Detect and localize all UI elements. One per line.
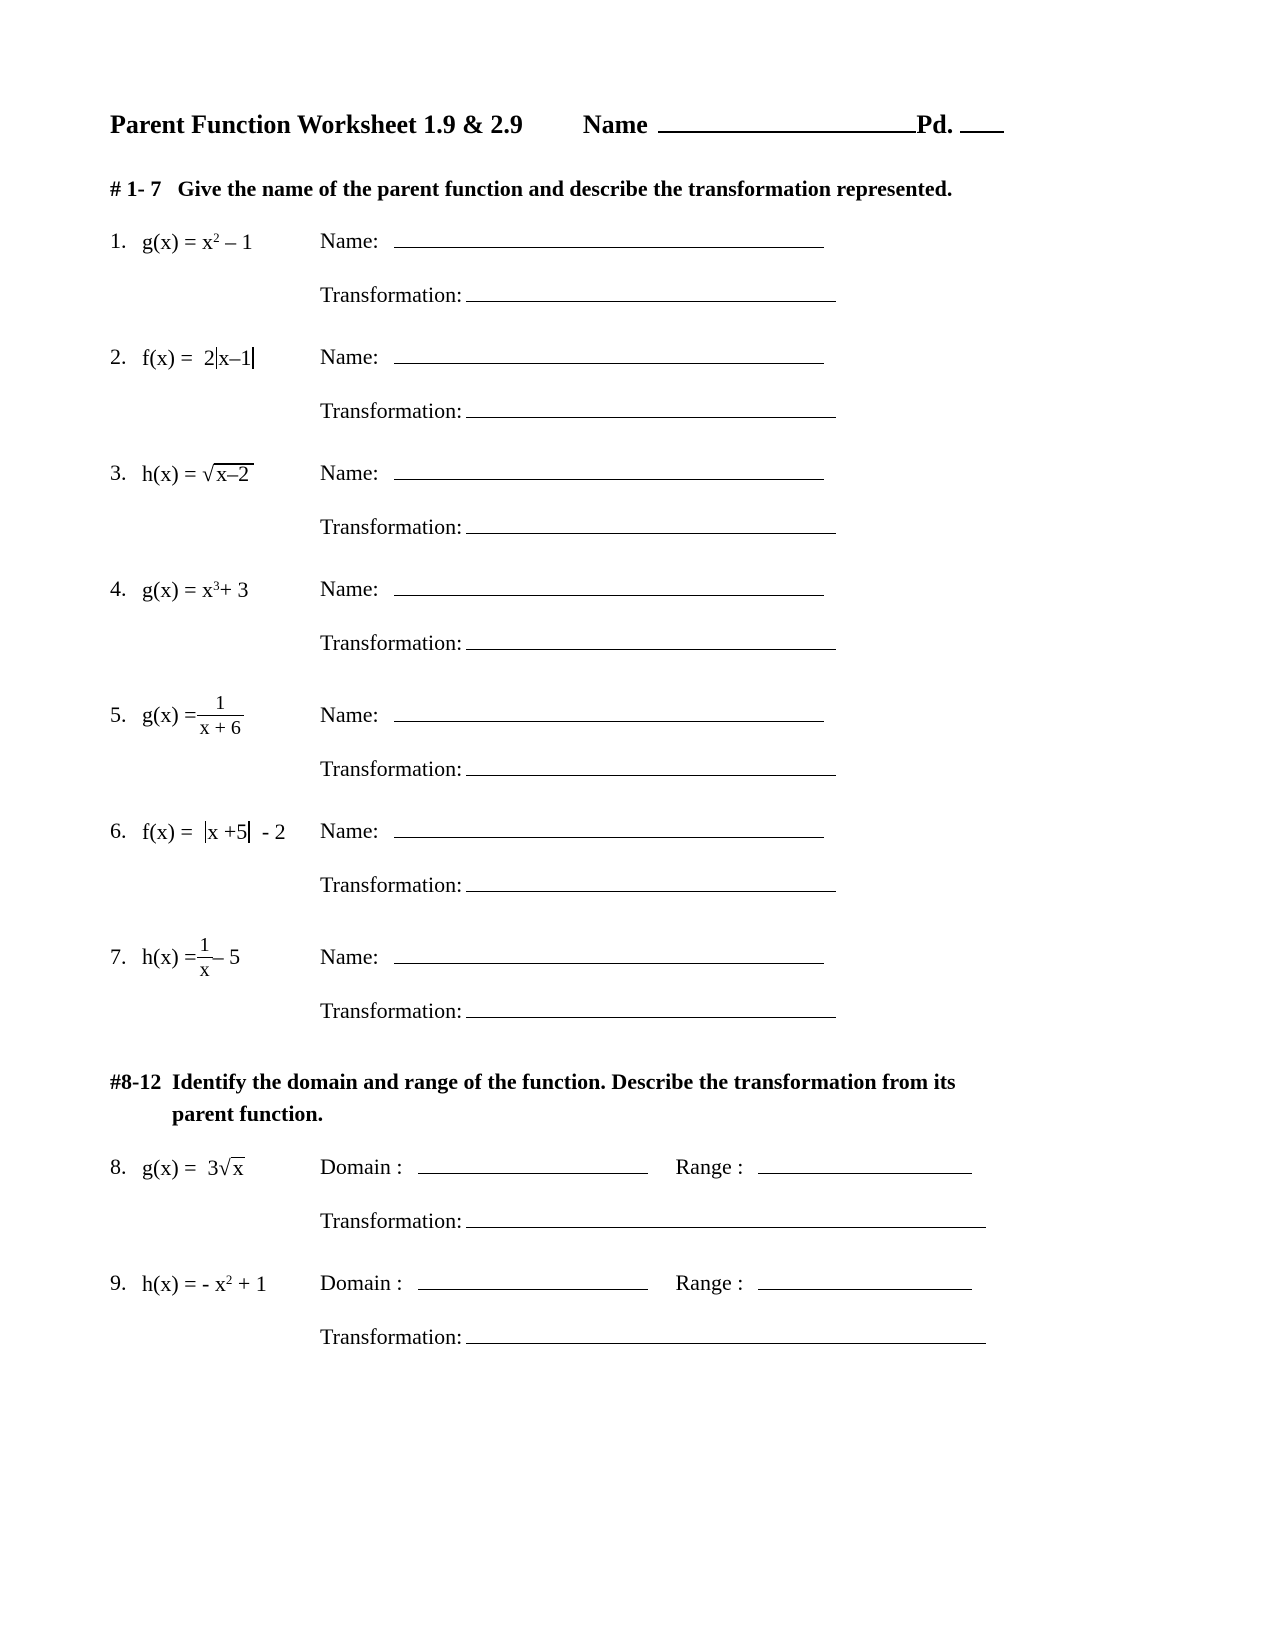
prob-num: 5. [110, 692, 142, 728]
section1-heading: # 1- 7 Give the name of the parent funct… [110, 176, 1165, 202]
prob-equation: h(x) = √x–2 [142, 460, 320, 489]
transformation-blank[interactable] [466, 632, 836, 650]
name-blank-field[interactable] [394, 462, 824, 480]
transformation-label: Transformation: [320, 282, 462, 308]
transformation-label: Transformation: [320, 756, 462, 782]
name-label: Name [583, 110, 648, 140]
domain-label: Domain : [320, 1270, 403, 1296]
problem-7: 7. h(x) = 1 x – 5 Name: Transformation: [110, 934, 1165, 1052]
problem-8: 8. g(x) = 3√x Domain : Range : Transform… [110, 1154, 1165, 1262]
pd-blank[interactable] [960, 111, 1004, 133]
transformation-blank[interactable] [466, 758, 836, 776]
worksheet-header: Parent Function Worksheet 1.9 & 2.9 Name… [110, 110, 1165, 140]
domain-blank[interactable] [418, 1156, 648, 1174]
name-label-field: Name: [320, 818, 379, 844]
name-label-field: Name: [320, 344, 379, 370]
pd-label: Pd. [916, 110, 953, 140]
name-label-field: Name: [320, 460, 379, 486]
name-blank-field[interactable] [394, 346, 824, 364]
prob-num: 2. [110, 344, 142, 370]
range-blank[interactable] [758, 1272, 972, 1290]
transformation-label: Transformation: [320, 630, 462, 656]
problem-4: 4. g(x) = x3+ 3 Name: Transformation: [110, 576, 1165, 684]
transformation-blank[interactable] [466, 1210, 986, 1228]
prob-equation: g(x) = x2 – 1 [142, 228, 320, 257]
prob-num: 1. [110, 228, 142, 254]
range-blank[interactable] [758, 1156, 972, 1174]
problem-9: 9. h(x) = - x2 + 1 Domain : Range : Tran… [110, 1270, 1165, 1378]
prob-equation: h(x) = - x2 + 1 [142, 1270, 320, 1299]
prob-equation: h(x) = 1 x – 5 [142, 934, 320, 981]
problem-6: 6. f(x) = x +5 - 2 Name: Transformation: [110, 818, 1165, 926]
name-label-field: Name: [320, 576, 379, 602]
prob-num: 4. [110, 576, 142, 602]
name-blank[interactable] [658, 111, 916, 133]
section1-instruction: Give the name of the parent function and… [178, 176, 953, 201]
transformation-blank[interactable] [466, 1000, 836, 1018]
prob-equation: g(x) = 1 x + 6 [142, 692, 320, 739]
section2-instruction-1: Identify the domain and range of the fun… [172, 1069, 956, 1094]
problem-3: 3. h(x) = √x–2 Name: Transformation: [110, 460, 1165, 568]
transformation-label: Transformation: [320, 872, 462, 898]
section2-heading: #8-12Identify the domain and range of th… [110, 1066, 1165, 1130]
transformation-blank[interactable] [466, 400, 836, 418]
name-label-field: Name: [320, 702, 379, 728]
worksheet-title: Parent Function Worksheet 1.9 & 2.9 [110, 110, 523, 140]
prob-num: 3. [110, 460, 142, 486]
transformation-label: Transformation: [320, 998, 462, 1024]
name-blank-field[interactable] [394, 946, 824, 964]
prob-num: 6. [110, 818, 142, 844]
name-blank-field[interactable] [394, 578, 824, 596]
name-blank-field[interactable] [394, 704, 824, 722]
prob-num: 7. [110, 934, 142, 970]
name-blank-field[interactable] [394, 820, 824, 838]
name-label-field: Name: [320, 228, 379, 254]
section2-instruction-2: parent function. [172, 1101, 323, 1126]
prob-num: 9. [110, 1270, 142, 1296]
transformation-blank[interactable] [466, 284, 836, 302]
name-label-field: Name: [320, 944, 379, 970]
section2-range: #8-12 [110, 1066, 172, 1098]
section1-range: # 1- 7 [110, 176, 172, 202]
prob-equation: f(x) = 2x–1 [142, 344, 320, 373]
transformation-blank[interactable] [466, 516, 836, 534]
transformation-label: Transformation: [320, 398, 462, 424]
problem-1: 1. g(x) = x2 – 1 Name: Transformation: [110, 228, 1165, 336]
problem-5: 5. g(x) = 1 x + 6 Name: Transformation: [110, 692, 1165, 810]
domain-label: Domain : [320, 1154, 403, 1180]
transformation-label: Transformation: [320, 1208, 462, 1234]
prob-equation: g(x) = x3+ 3 [142, 576, 320, 605]
transformation-blank[interactable] [466, 874, 836, 892]
prob-equation: f(x) = x +5 - 2 [142, 818, 320, 847]
prob-equation: g(x) = 3√x [142, 1154, 320, 1183]
transformation-label: Transformation: [320, 514, 462, 540]
domain-blank[interactable] [418, 1272, 648, 1290]
range-label: Range : [676, 1154, 744, 1180]
name-blank-field[interactable] [394, 230, 824, 248]
transformation-blank[interactable] [466, 1326, 986, 1344]
problem-2: 2. f(x) = 2x–1 Name: Transformation: [110, 344, 1165, 452]
range-label: Range : [676, 1270, 744, 1296]
transformation-label: Transformation: [320, 1324, 462, 1350]
prob-num: 8. [110, 1154, 142, 1180]
